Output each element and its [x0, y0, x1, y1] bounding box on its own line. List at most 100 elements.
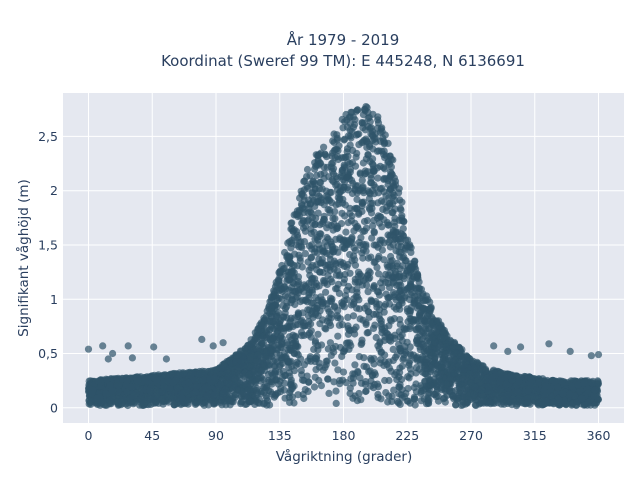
data-point [245, 363, 253, 371]
data-point [414, 296, 422, 304]
data-point [290, 350, 299, 358]
data-point [370, 310, 378, 318]
data-point [371, 321, 379, 329]
data-point [422, 355, 430, 363]
data-point [422, 370, 430, 378]
data-point [327, 163, 335, 171]
data-point [331, 245, 339, 253]
data-point [364, 308, 372, 316]
data-point [358, 176, 366, 184]
data-point [174, 384, 182, 392]
data-point [348, 286, 356, 294]
data-point [391, 177, 400, 185]
data-point [300, 196, 308, 204]
data-point [304, 258, 312, 266]
data-point [374, 113, 382, 121]
data-point [366, 269, 374, 277]
data-point [326, 206, 334, 214]
data-point [594, 379, 602, 387]
data-point [344, 322, 352, 330]
data-point [310, 383, 319, 391]
data-point [318, 219, 326, 228]
data-point [581, 401, 589, 409]
data-point [265, 387, 273, 395]
data-point [337, 188, 345, 196]
data-point [351, 361, 359, 369]
data-point [370, 229, 378, 237]
data-point [377, 320, 385, 328]
data-point [337, 173, 345, 181]
data-point [351, 392, 359, 400]
data-point [324, 375, 332, 383]
data-point [308, 275, 316, 283]
data-point [349, 312, 358, 320]
data-point [396, 364, 404, 372]
data-point [407, 370, 415, 378]
data-point [380, 188, 388, 196]
data-point [123, 388, 131, 396]
data-point [300, 322, 308, 330]
data-point [294, 213, 302, 221]
data-point [391, 268, 399, 276]
data-point [439, 334, 447, 342]
data-point [354, 367, 362, 375]
data-point [339, 376, 347, 384]
data-point [356, 315, 364, 323]
data-point [384, 294, 392, 302]
data-point [413, 333, 422, 342]
data-point [346, 160, 354, 168]
data-point [555, 396, 563, 404]
data-point [319, 316, 327, 324]
data-point [167, 393, 175, 401]
data-point [362, 387, 370, 395]
data-point [340, 297, 348, 305]
data-point [341, 135, 349, 143]
data-point [337, 220, 346, 228]
data-point [294, 278, 303, 286]
data-point [332, 201, 340, 209]
data-point [352, 323, 360, 331]
data-point [391, 353, 400, 361]
data-point [115, 382, 123, 390]
data-point [301, 177, 309, 185]
data-point [322, 361, 330, 369]
data-point [306, 208, 314, 216]
data-point [284, 357, 292, 365]
data-point [395, 328, 403, 336]
data-point [396, 400, 404, 408]
data-point [441, 394, 449, 402]
data-point [419, 340, 427, 348]
data-point [346, 141, 354, 149]
data-point [298, 316, 306, 324]
data-point [171, 401, 179, 409]
data-point [374, 390, 382, 398]
data-point [273, 281, 281, 289]
data-point [478, 365, 486, 373]
data-point [358, 184, 366, 192]
data-point [301, 227, 309, 235]
data-point [315, 241, 323, 249]
data-point [355, 210, 363, 218]
data-point [355, 141, 363, 149]
data-point [346, 113, 354, 121]
data-point [288, 268, 296, 276]
data-point [364, 108, 372, 116]
data-point [299, 288, 307, 296]
data-point [372, 298, 380, 306]
data-point [391, 205, 399, 213]
data-point [378, 325, 386, 333]
data-point [381, 336, 389, 345]
data-point [356, 374, 364, 382]
data-point [320, 163, 328, 171]
data-point [275, 368, 283, 376]
data-point [303, 165, 312, 174]
data-point [294, 360, 302, 368]
data-point [312, 283, 321, 291]
data-point [401, 244, 409, 252]
data-point [448, 365, 456, 373]
data-point [311, 185, 319, 193]
data-point [374, 383, 382, 391]
data-point [427, 381, 435, 390]
data-point [377, 213, 385, 221]
data-point [239, 389, 247, 397]
